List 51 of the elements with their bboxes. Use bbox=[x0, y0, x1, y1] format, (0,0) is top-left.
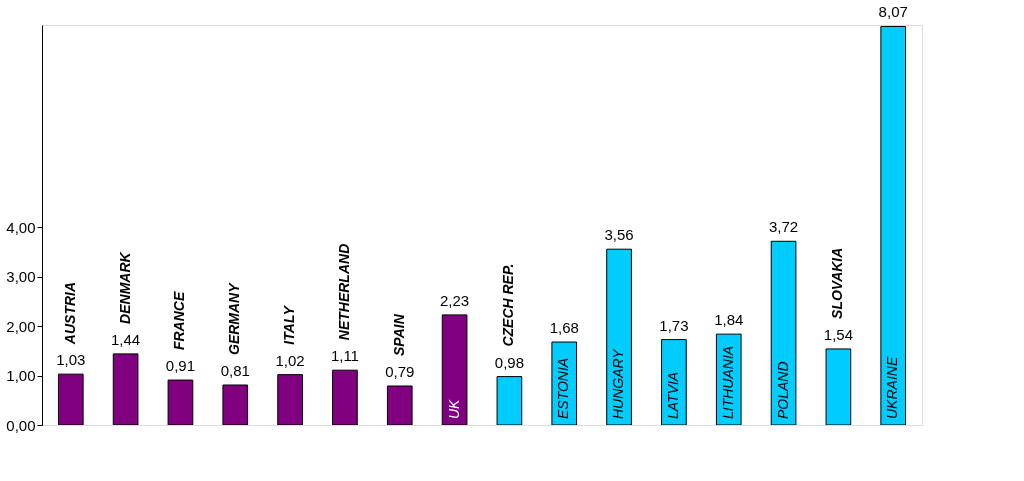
bar bbox=[57, 373, 84, 425]
data-label: 1,84 bbox=[714, 311, 744, 329]
bar bbox=[112, 353, 139, 425]
data-label: 1,11 bbox=[330, 347, 359, 365]
x-tick-label: HUNGARY bbox=[610, 347, 627, 419]
bar bbox=[825, 348, 852, 425]
bar bbox=[441, 314, 468, 425]
bar bbox=[222, 384, 249, 425]
x-tick-label: SPAIN bbox=[390, 313, 407, 356]
data-label: 0,81 bbox=[220, 362, 250, 379]
x-tick-label: FRANCE bbox=[171, 291, 188, 351]
x-tick-label: UK bbox=[445, 398, 462, 419]
bar bbox=[606, 248, 632, 425]
data-label: 1,03 bbox=[56, 351, 86, 369]
data-label: 0,91 bbox=[165, 357, 196, 375]
data-label: 1,44 bbox=[111, 330, 141, 348]
bar bbox=[332, 369, 358, 425]
bar bbox=[386, 385, 413, 425]
data-label: 1,73 bbox=[659, 316, 689, 334]
y-tick-label: 2,00 bbox=[6, 317, 36, 335]
x-tick-label: LATVIA bbox=[664, 371, 681, 419]
data-label: 1,68 bbox=[549, 319, 579, 337]
x-tick-label: SLOVAKIA bbox=[829, 247, 846, 319]
y-tick-label: 4,00 bbox=[6, 218, 36, 236]
data-label: 2,23 bbox=[439, 291, 470, 309]
x-tick-label: DENMARK bbox=[116, 251, 133, 324]
x-tick-label: UKRAINE bbox=[884, 356, 901, 419]
x-tick-label: ITALY bbox=[281, 304, 298, 345]
y-tick-label: 3,00 bbox=[6, 268, 36, 286]
data-label: 1,02 bbox=[275, 351, 305, 369]
bar bbox=[496, 376, 523, 425]
x-tick-label: NETHERLAND bbox=[335, 243, 352, 341]
y-tick-label: 1,00 bbox=[6, 367, 36, 385]
bar bbox=[167, 379, 194, 425]
data-label: 8,07 bbox=[878, 3, 908, 21]
data-label: 3,56 bbox=[604, 226, 634, 244]
x-tick-label: ESTONIA bbox=[555, 357, 572, 419]
bar bbox=[661, 339, 687, 425]
x-tick-label: AUSTRIA bbox=[61, 281, 78, 346]
bar bbox=[770, 240, 797, 425]
x-tick-label: POLAND bbox=[774, 361, 791, 419]
x-tick-label: LITHUANIA bbox=[719, 345, 736, 419]
x-tick-label: CZECH REP. bbox=[500, 263, 517, 347]
x-tick-label: GERMANY bbox=[226, 281, 243, 355]
bar bbox=[277, 374, 303, 425]
data-label: 0,79 bbox=[385, 362, 415, 380]
data-label: 1,54 bbox=[823, 325, 853, 343]
data-label: 0,98 bbox=[494, 353, 525, 371]
bar bbox=[880, 25, 907, 425]
y-tick-label: 0,00 bbox=[6, 416, 36, 434]
data-label: 3,72 bbox=[768, 218, 799, 236]
